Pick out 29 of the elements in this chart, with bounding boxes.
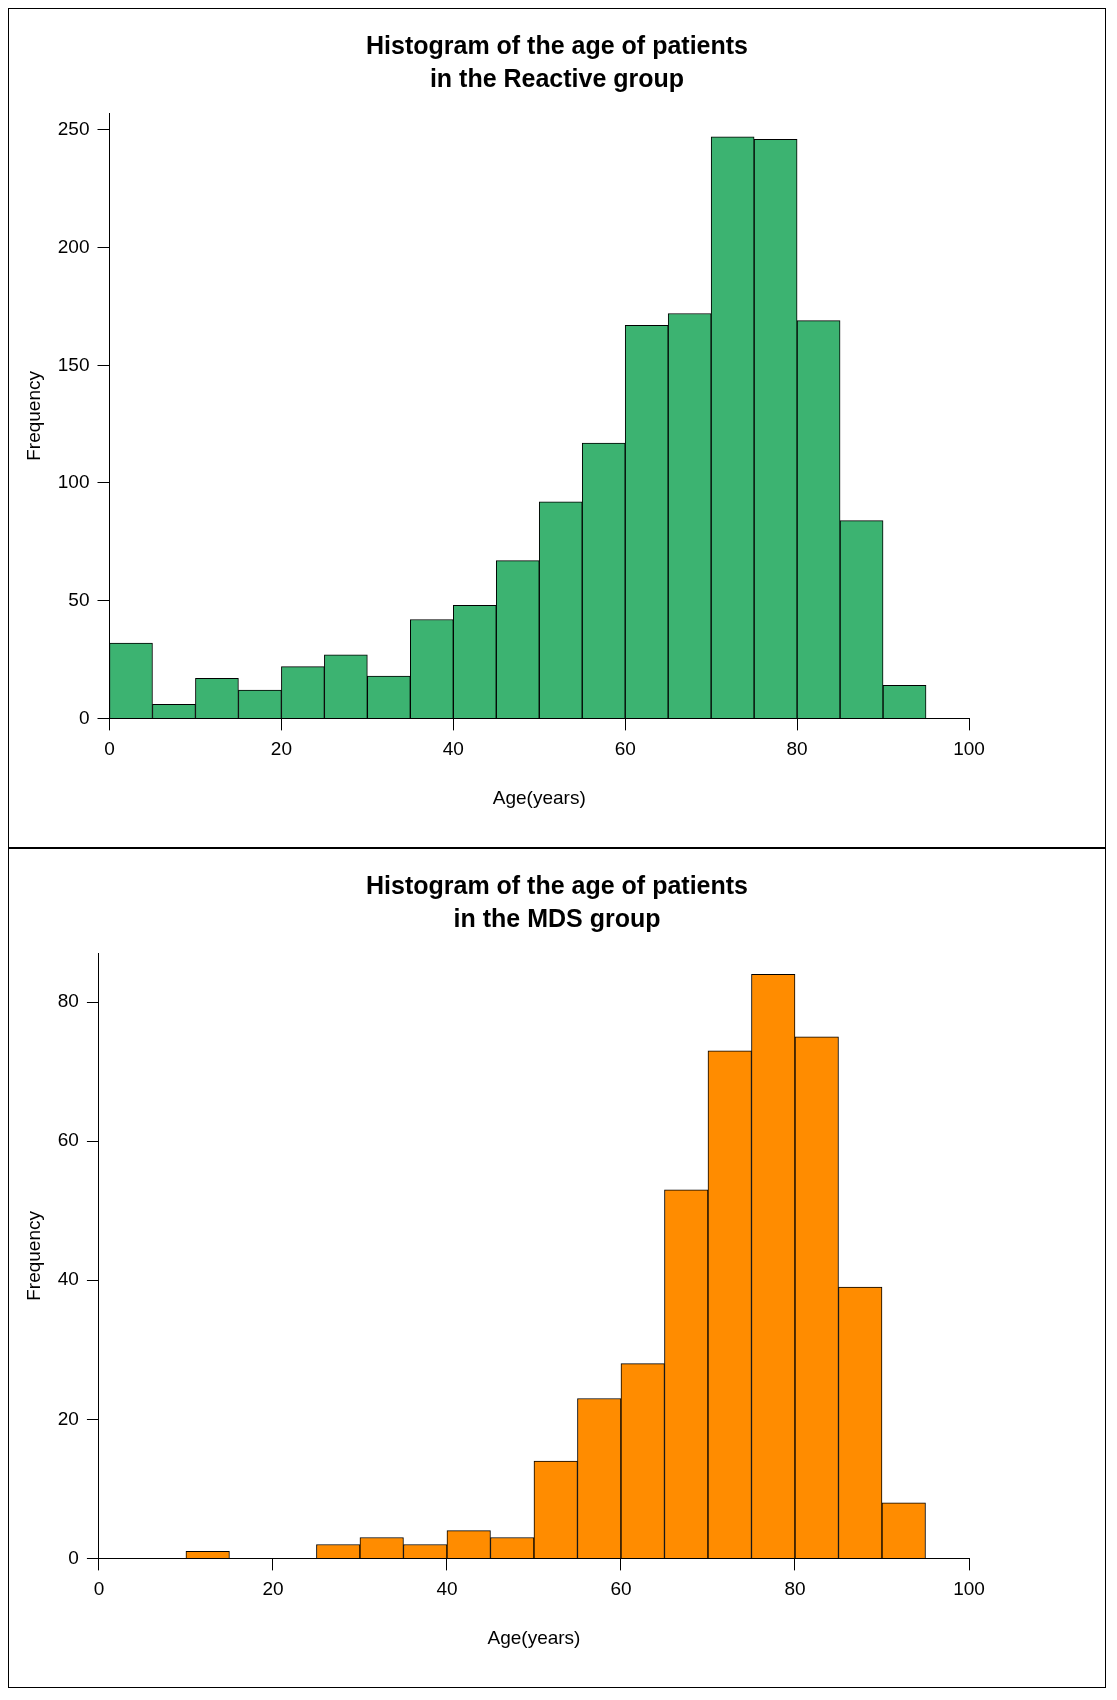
x-tick-label: 100 xyxy=(953,738,985,760)
x-axis-title: Age(years) xyxy=(487,1626,581,1648)
chart-title: Histogram of the age of patients in the Reactive group xyxy=(365,30,749,94)
x-tick-label: 100 xyxy=(953,1578,985,1600)
x-tick-label: 60 xyxy=(614,738,636,760)
y-tick-label: 250 xyxy=(57,118,90,140)
y-tick-label: 20 xyxy=(57,1407,79,1429)
y-tick-label: 0 xyxy=(78,706,90,728)
x-tick-label: 80 xyxy=(784,1578,806,1600)
y-tick-label: 80 xyxy=(57,990,79,1012)
x-tick-label: 80 xyxy=(786,738,808,760)
y-axis-title: Frequency xyxy=(22,1210,44,1301)
y-tick-label: 150 xyxy=(57,353,90,375)
y-tick-label: 100 xyxy=(57,471,90,493)
x-tick-label: 20 xyxy=(262,1578,284,1600)
x-axis-title: Age(years) xyxy=(492,786,586,808)
x-tick-label: 0 xyxy=(104,738,115,760)
y-tick-label: 200 xyxy=(57,235,90,257)
x-tick-label: 0 xyxy=(93,1578,105,1600)
y-tick-label: 0 xyxy=(68,1546,79,1568)
x-tick-label: 60 xyxy=(610,1578,632,1600)
x-tick-label: 40 xyxy=(442,738,464,760)
chart-title: Histogram of the age of patients in the MDS group xyxy=(365,870,749,934)
y-tick-label: 40 xyxy=(57,1268,79,1290)
x-tick-label: 40 xyxy=(436,1578,458,1600)
x-tick-label: 20 xyxy=(270,738,292,760)
y-axis-title: Frequency xyxy=(22,370,44,461)
y-tick-label: 50 xyxy=(68,588,90,610)
y-tick-label: 60 xyxy=(57,1129,79,1151)
